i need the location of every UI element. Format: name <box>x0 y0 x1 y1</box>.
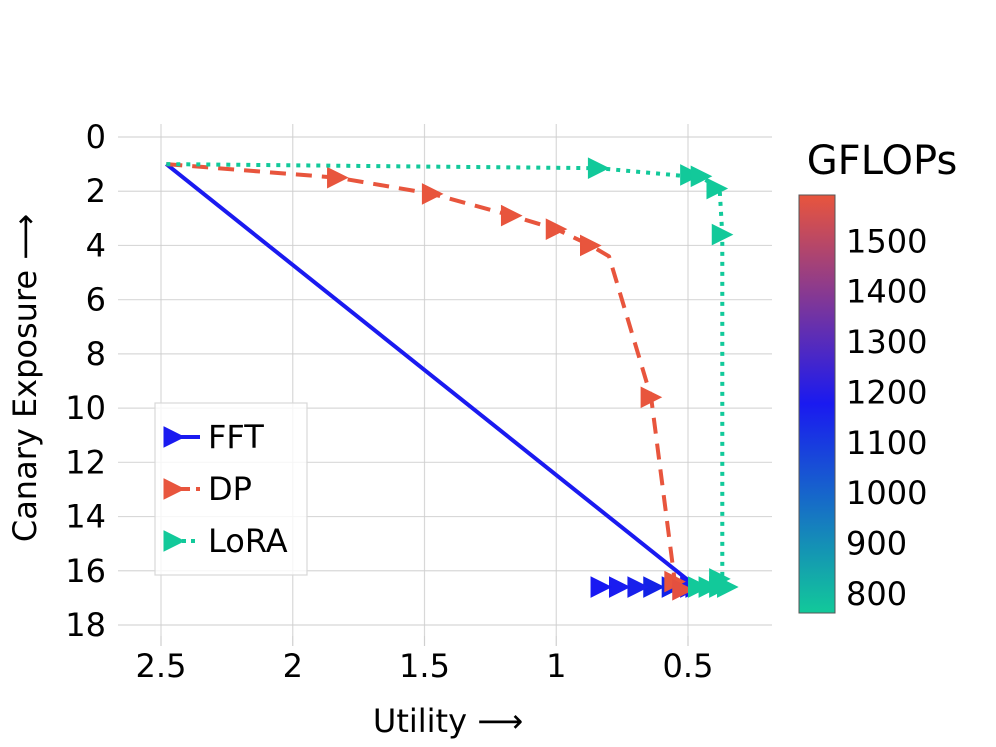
dp-point <box>327 166 349 189</box>
y-tick-label: 12 <box>65 443 106 481</box>
lora-point <box>698 576 721 598</box>
colorbar-tick-label: 1300 <box>846 323 927 361</box>
lora-point <box>690 165 713 188</box>
legend-lora-label: LoRA <box>208 522 288 560</box>
y-tick-label: 14 <box>65 498 106 536</box>
y-axis-label: Canary Exposure ⟶ <box>6 214 44 542</box>
lora-point <box>717 576 739 598</box>
colorbar-tick-label: 900 <box>846 524 907 562</box>
legend-fft-marker <box>163 426 186 448</box>
legend-fft-label: FFT <box>208 418 264 456</box>
lora-point <box>706 177 729 200</box>
y-tick-label: 8 <box>86 335 106 373</box>
dp-point <box>580 234 602 257</box>
y-tick-label: 4 <box>86 226 106 264</box>
dp-point <box>640 386 663 409</box>
y-tick-label: 2 <box>86 172 106 210</box>
legend: FFT DP LoRA <box>154 402 308 576</box>
fft-point <box>608 576 631 598</box>
dp-point <box>672 578 694 601</box>
y-tick-label: 0 <box>86 118 106 156</box>
lora-series <box>166 157 739 598</box>
dp-point <box>545 218 568 240</box>
lora-point <box>711 223 734 246</box>
legend-lora-marker <box>163 530 186 552</box>
colorbar: GFLOPs 800 900 1000 1100 1200 1300 1400 1500 <box>798 138 958 614</box>
fft-line <box>165 162 695 586</box>
lora-point <box>587 157 610 179</box>
y-tick-label: 18 <box>65 606 106 644</box>
colorbar-tick-label: 1500 <box>846 222 927 260</box>
colorbar-tick-label: 1000 <box>846 474 927 512</box>
dp-line <box>166 162 685 592</box>
x-tick-label: 1 <box>546 647 566 685</box>
x-axis-label: Utility ⟶ <box>373 702 523 740</box>
axis-ticks: 2.5 2 1.5 1 0.5 0 2 4 6 8 10 12 14 16 18 <box>65 118 713 685</box>
colorbar-tick-label: 1200 <box>846 373 927 411</box>
colorbar-tick-label: 800 <box>846 575 907 613</box>
x-tick-label: 2.5 <box>136 647 187 685</box>
y-tick-label: 10 <box>65 389 106 427</box>
x-tick-label: 2 <box>283 647 303 685</box>
colorbar-tick-label: 1100 <box>846 424 927 462</box>
dp-series <box>166 162 694 601</box>
dp-point <box>500 204 523 227</box>
colorbar-scale <box>798 194 836 614</box>
legend-dp-label: DP <box>208 470 252 508</box>
x-tick-label: 1.5 <box>399 647 450 685</box>
dp-point <box>421 183 444 205</box>
lora-point <box>680 164 702 186</box>
legend-dp-marker <box>163 478 186 500</box>
fft-point <box>590 576 613 598</box>
colorbar-title: GFLOPs <box>807 138 958 184</box>
y-tick-label: 16 <box>65 552 106 590</box>
lora-point <box>688 576 710 598</box>
series-layer <box>165 157 739 601</box>
colorbar-tick-label: 1400 <box>846 273 927 311</box>
y-tick-label: 6 <box>86 281 106 319</box>
x-tick-label: 0.5 <box>663 647 714 685</box>
